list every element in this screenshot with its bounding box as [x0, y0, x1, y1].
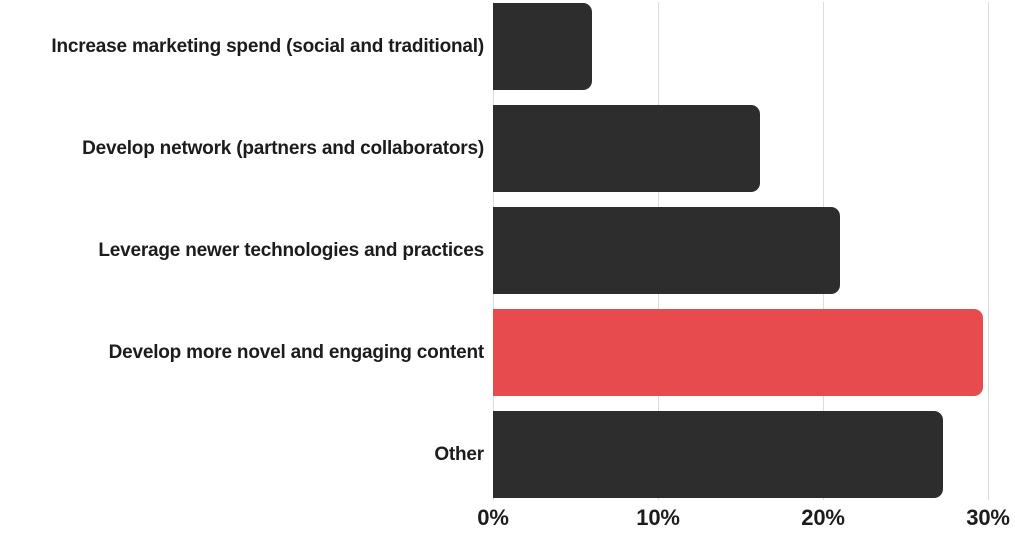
- x-tick-label-30: 30%: [966, 505, 1010, 530]
- x-tick-label-10: 10%: [636, 505, 680, 530]
- category-label-4: Other: [434, 443, 484, 465]
- x-tick-label-0: 0%: [477, 505, 509, 530]
- gridline-30: [988, 2, 989, 500]
- bar-4: [493, 411, 943, 498]
- category-label-1: Develop network (partners and collaborat…: [82, 137, 484, 159]
- category-label-2: Leverage newer technologies and practice…: [98, 239, 484, 261]
- category-label-3: Develop more novel and engaging content: [108, 341, 485, 363]
- x-tick-label-20: 20%: [801, 505, 845, 530]
- bar-0: [493, 3, 592, 90]
- bar-3: [493, 309, 983, 396]
- bar-2: [493, 207, 840, 294]
- category-label-0: Increase marketing spend (social and tra…: [51, 35, 484, 57]
- bar-1: [493, 105, 760, 192]
